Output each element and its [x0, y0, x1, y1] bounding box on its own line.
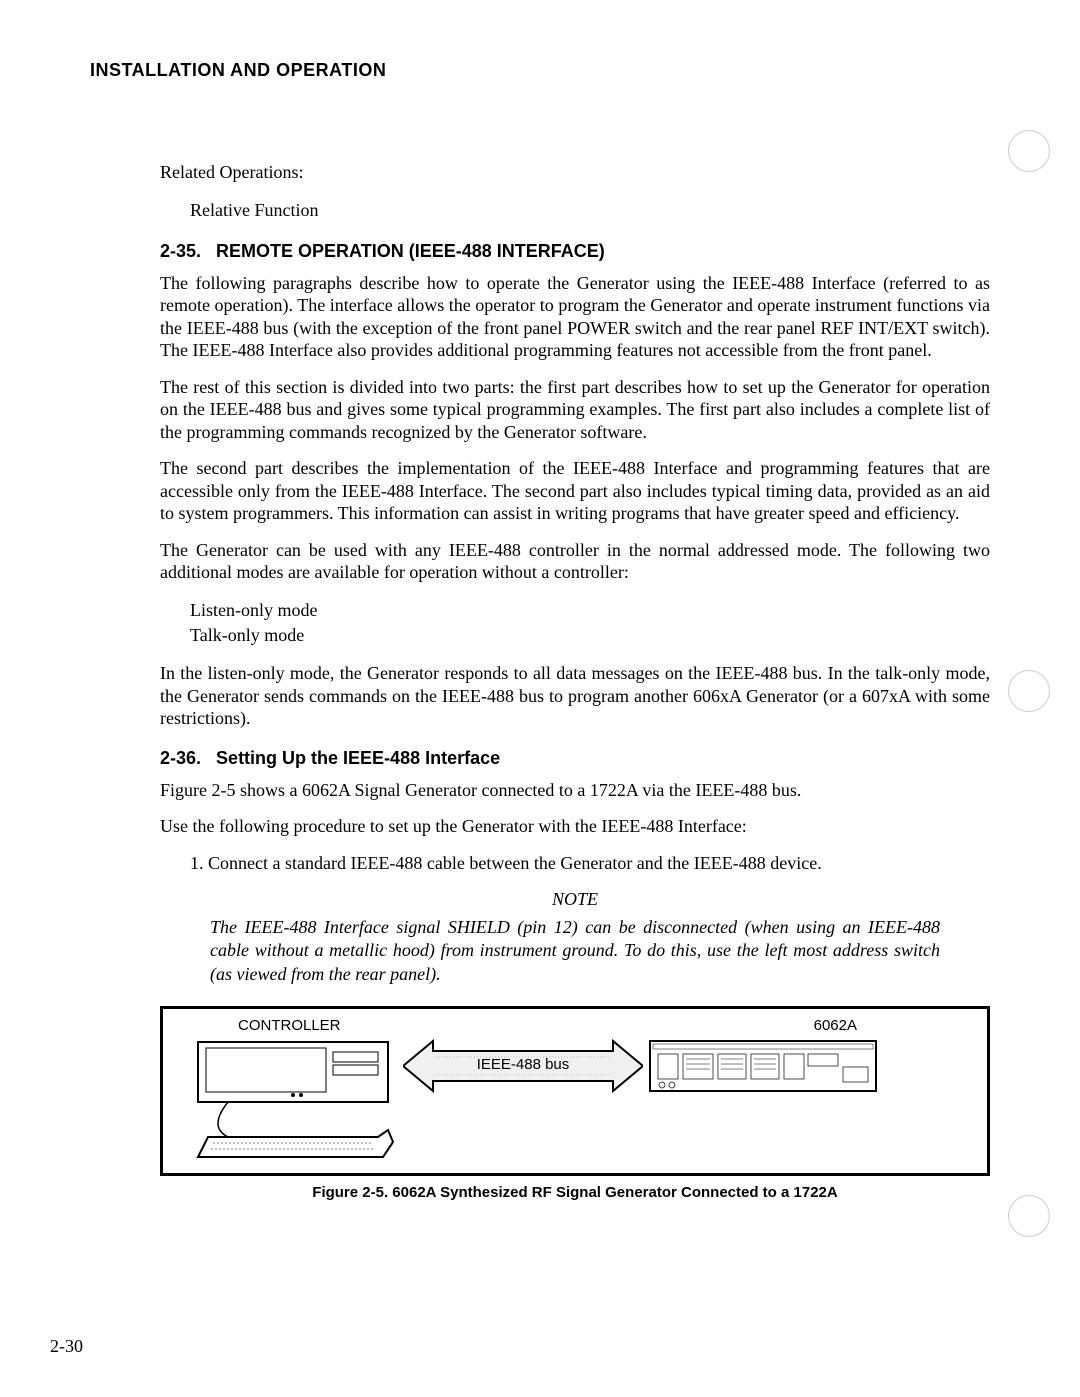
section-2-35-heading: 2-35. REMOTE OPERATION (IEEE-488 INTERFA…	[160, 241, 990, 262]
controller-icon	[173, 1037, 403, 1172]
section-title: Setting Up the IEEE-488 Interface	[216, 748, 500, 768]
page-number: 2-30	[50, 1336, 83, 1357]
section-number: 2-36.	[160, 748, 201, 768]
main-content: Related Operations: Relative Function 2-…	[160, 161, 990, 1201]
controller-label: CONTROLLER	[238, 1017, 341, 1034]
figure-caption: Figure 2-5. 6062A Synthesized RF Signal …	[160, 1184, 990, 1201]
section-title: REMOTE OPERATION (IEEE-488 INTERFACE)	[216, 241, 605, 261]
bus-label: IEEE-488 bus	[463, 1056, 583, 1073]
section-236-p2: Use the following procedure to set up th…	[160, 815, 990, 838]
punch-hole-middle	[1008, 670, 1050, 712]
section-number: 2-35.	[160, 241, 201, 261]
section-235-p4: The Generator can be used with any IEEE-…	[160, 539, 990, 584]
section-236-p1: Figure 2-5 shows a 6062A Signal Generato…	[160, 779, 990, 802]
step-1: 1. Connect a standard IEEE-488 cable bet…	[190, 852, 990, 875]
section-2-36-heading: 2-36. Setting Up the IEEE-488 Interface	[160, 748, 990, 769]
page-header: INSTALLATION AND OPERATION	[90, 60, 990, 81]
note-body: The IEEE-488 Interface signal SHIELD (pi…	[210, 916, 940, 986]
note-title: NOTE	[160, 889, 990, 910]
related-operations-item: Relative Function	[190, 198, 990, 223]
punch-hole-bottom	[1008, 1195, 1050, 1237]
device-label: 6062A	[814, 1017, 857, 1034]
related-operations-label: Related Operations:	[160, 161, 990, 184]
instrument-icon	[648, 1039, 878, 1099]
section-235-p3: The second part describes the implementa…	[160, 457, 990, 525]
mode-talk-only: Talk-only mode	[190, 623, 990, 648]
punch-hole-top	[1008, 130, 1050, 172]
section-235-p1: The following paragraphs describe how to…	[160, 272, 990, 362]
section-235-p5: In the listen-only mode, the Generator r…	[160, 662, 990, 730]
figure-2-5: CONTROLLER 6062A	[160, 1006, 990, 1176]
page: INSTALLATION AND OPERATION Related Opera…	[0, 0, 1080, 1397]
mode-list: Listen-only mode Talk-only mode	[190, 598, 990, 648]
section-235-p2: The rest of this section is divided into…	[160, 376, 990, 444]
mode-listen-only: Listen-only mode	[190, 598, 990, 623]
